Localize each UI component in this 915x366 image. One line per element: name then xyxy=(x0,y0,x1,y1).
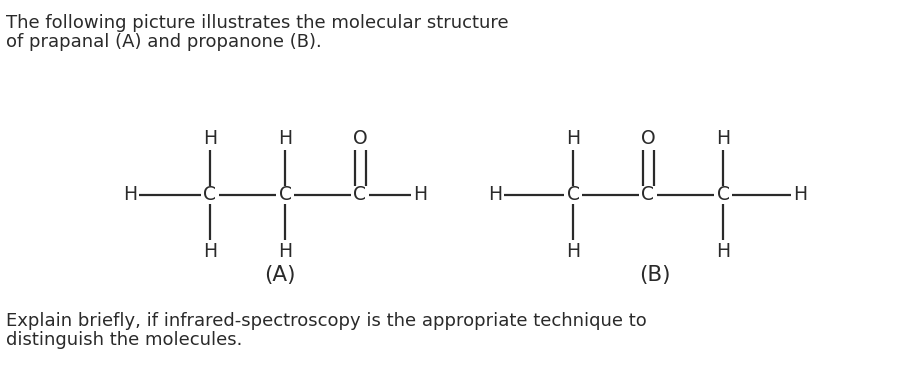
Text: of prapanal (A) and propanone (B).: of prapanal (A) and propanone (B). xyxy=(6,33,322,51)
Text: The following picture illustrates the molecular structure: The following picture illustrates the mo… xyxy=(6,14,509,32)
Text: H: H xyxy=(278,129,292,148)
Text: H: H xyxy=(716,129,730,148)
Text: H: H xyxy=(278,242,292,261)
Text: H: H xyxy=(203,242,217,261)
Text: H: H xyxy=(793,186,807,205)
Text: (A): (A) xyxy=(264,265,296,285)
Text: C: C xyxy=(566,186,579,205)
Text: Explain briefly, if infrared-spectroscopy is the appropriate technique to: Explain briefly, if infrared-spectroscop… xyxy=(6,312,647,330)
Text: C: C xyxy=(203,186,217,205)
Text: H: H xyxy=(488,186,502,205)
Text: C: C xyxy=(641,186,654,205)
Text: H: H xyxy=(566,242,580,261)
Text: distinguish the molecules.: distinguish the molecules. xyxy=(6,331,242,349)
Text: H: H xyxy=(413,186,427,205)
Text: H: H xyxy=(123,186,137,205)
Text: H: H xyxy=(203,129,217,148)
Text: O: O xyxy=(640,129,655,148)
Text: O: O xyxy=(352,129,367,148)
Text: H: H xyxy=(566,129,580,148)
Text: C: C xyxy=(278,186,292,205)
Text: (B): (B) xyxy=(640,265,671,285)
Text: C: C xyxy=(716,186,729,205)
Text: H: H xyxy=(716,242,730,261)
Text: C: C xyxy=(353,186,367,205)
